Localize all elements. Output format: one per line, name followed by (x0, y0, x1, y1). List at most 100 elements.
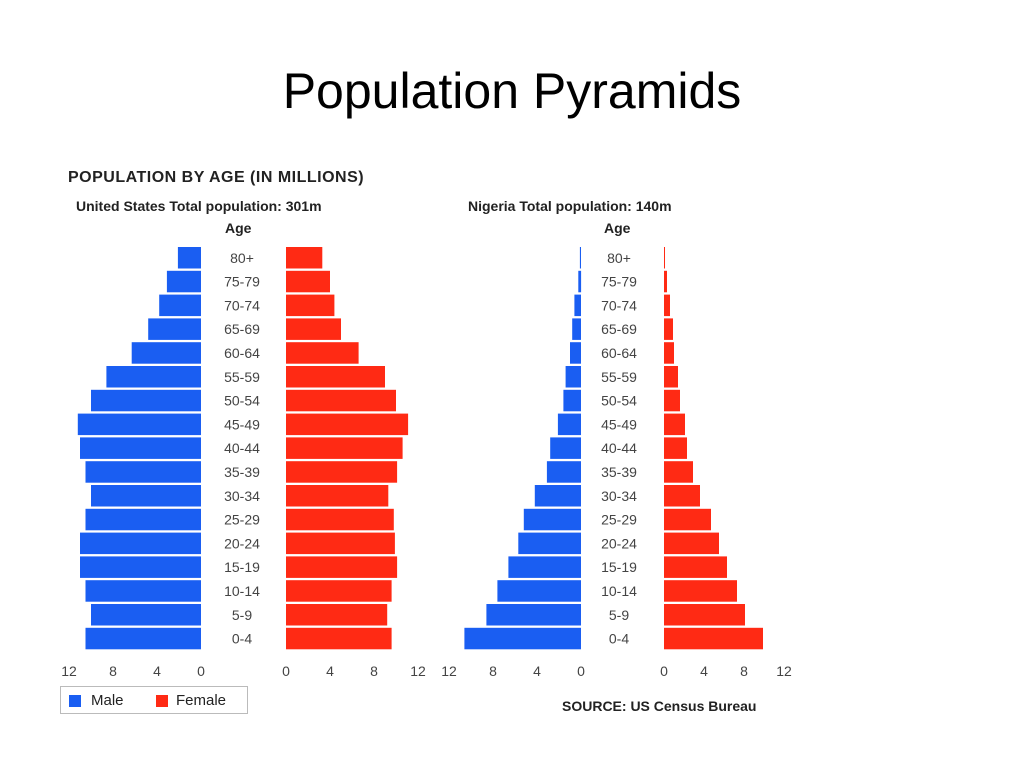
nigeria-male-bar (563, 389, 581, 412)
nigeria-female-tick-label: 12 (776, 663, 792, 679)
chart-heading: POPULATION BY AGE (IN MILLIONS) (68, 169, 365, 186)
us-age-header: Age (225, 220, 252, 236)
nigeria-male-bar (508, 556, 581, 578)
nigeria-female-bar (664, 485, 700, 507)
nigeria-female-bar (664, 461, 693, 483)
us-male-bar (85, 580, 201, 602)
us-male-bar (85, 508, 201, 531)
us-female-bar (286, 318, 341, 340)
us-female-bar (286, 508, 394, 531)
nigeria-female-bar (664, 556, 727, 578)
nigeria-female-bar (664, 342, 674, 364)
nigeria-male-bar (572, 318, 581, 340)
nigeria-female-bar (664, 318, 673, 340)
nigeria-age-label: 55-59 (601, 369, 637, 385)
us-female-bar (286, 580, 392, 602)
us-age-label: 35-39 (224, 464, 260, 480)
nigeria-age-label: 15-19 (601, 559, 637, 575)
us-age-label: 60-64 (224, 345, 260, 361)
nigeria-male-bar (464, 627, 581, 650)
us-female-bar (286, 247, 323, 269)
us-age-label: 15-19 (224, 559, 260, 575)
nigeria-male-tick-label: 8 (489, 663, 497, 679)
us-male-bar (77, 413, 201, 436)
nigeria-age-label: 75-79 (601, 274, 637, 290)
nigeria-female-bar (664, 413, 685, 436)
us-male-bar (80, 437, 201, 459)
us-male-bar (91, 604, 201, 626)
us-male-bar (85, 627, 201, 650)
nigeria-age-label: 10-14 (601, 583, 637, 599)
nigeria-male-bar (578, 270, 582, 293)
us-age-label: 75-79 (224, 274, 260, 290)
us-age-label: 25-29 (224, 512, 260, 528)
source-text: SOURCE: US Census Bureau (562, 698, 757, 714)
legend: Male Female (60, 686, 248, 714)
nigeria-female-tick-label: 8 (740, 663, 748, 679)
nigeria-female-bar (664, 270, 667, 293)
nigeria-female-bar (664, 627, 763, 650)
nigeria-female-bar (664, 508, 711, 531)
nigeria-female-bar (664, 532, 719, 555)
nigeria-female-bar (664, 389, 680, 412)
us-female-bar (286, 342, 359, 364)
us-age-label: 50-54 (224, 393, 260, 409)
us-male-tick-label: 12 (61, 663, 77, 679)
us-age-label: 55-59 (224, 369, 260, 385)
us-female-bar (286, 556, 398, 578)
nigeria-male-bar (497, 580, 581, 602)
nigeria-female-bar (664, 247, 665, 269)
us-female-tick-label: 4 (326, 663, 334, 679)
nigeria-female-bar (664, 604, 745, 626)
nigeria-male-tick-label: 4 (533, 663, 541, 679)
nigeria-age-label: 50-54 (601, 393, 637, 409)
nigeria-female-bar (664, 294, 670, 317)
nigeria-male-bar (574, 294, 581, 317)
nigeria-age-label: 0-4 (609, 631, 629, 647)
nigeria-subtitle: Nigeria Total population: 140m (468, 198, 672, 214)
nigeria-male-tick-label: 12 (441, 663, 457, 679)
nigeria-female-tick-label: 4 (700, 663, 708, 679)
us-male-bar (85, 461, 201, 483)
nigeria-age-label: 65-69 (601, 321, 637, 337)
nigeria-female-bar (664, 366, 678, 388)
us-female-bar (286, 437, 403, 459)
us-male-bar (166, 270, 201, 293)
slide-title: Population Pyramids (282, 63, 742, 119)
nigeria-female-bar (664, 580, 737, 602)
legend-female-label: Female (176, 692, 227, 709)
legend-male-swatch (69, 695, 81, 707)
us-male-tick-label: 8 (109, 663, 117, 679)
us-female-bar (286, 627, 392, 650)
nigeria-age-label: 40-44 (601, 440, 637, 456)
nigeria-male-tick-label: 0 (577, 663, 585, 679)
us-male-bar (148, 318, 201, 340)
us-female-bar (286, 270, 330, 293)
us-male-bar (177, 247, 201, 269)
nigeria-male-bar (518, 532, 581, 555)
nigeria-male-bar (557, 413, 581, 436)
us-female-bar (286, 532, 395, 555)
us-female-bar (286, 485, 389, 507)
nigeria-male-bar (570, 342, 581, 364)
nigeria-age-label: 25-29 (601, 512, 637, 528)
us-male-bar (106, 366, 201, 388)
nigeria-male-bar (486, 604, 581, 626)
us-subtitle: United States Total population: 301m (76, 198, 322, 214)
legend-male-label: Male (91, 692, 124, 709)
us-male-tick-label: 4 (153, 663, 161, 679)
nigeria-male-bar (523, 508, 581, 531)
nigeria-male-bar (550, 437, 581, 459)
us-female-tick-label: 12 (410, 663, 426, 679)
nigeria-age-label: 70-74 (601, 297, 637, 313)
us-age-label: 65-69 (224, 321, 260, 337)
nigeria-age-label: 5-9 (609, 607, 629, 623)
us-female-bar (286, 461, 398, 483)
us-age-label: 10-14 (224, 583, 260, 599)
us-male-bar (80, 556, 201, 578)
us-age-label: 20-24 (224, 535, 260, 551)
us-age-label: 30-34 (224, 488, 260, 504)
nigeria-male-bar (546, 461, 581, 483)
legend-female-swatch (156, 695, 168, 707)
nigeria-female-tick-label: 0 (660, 663, 668, 679)
